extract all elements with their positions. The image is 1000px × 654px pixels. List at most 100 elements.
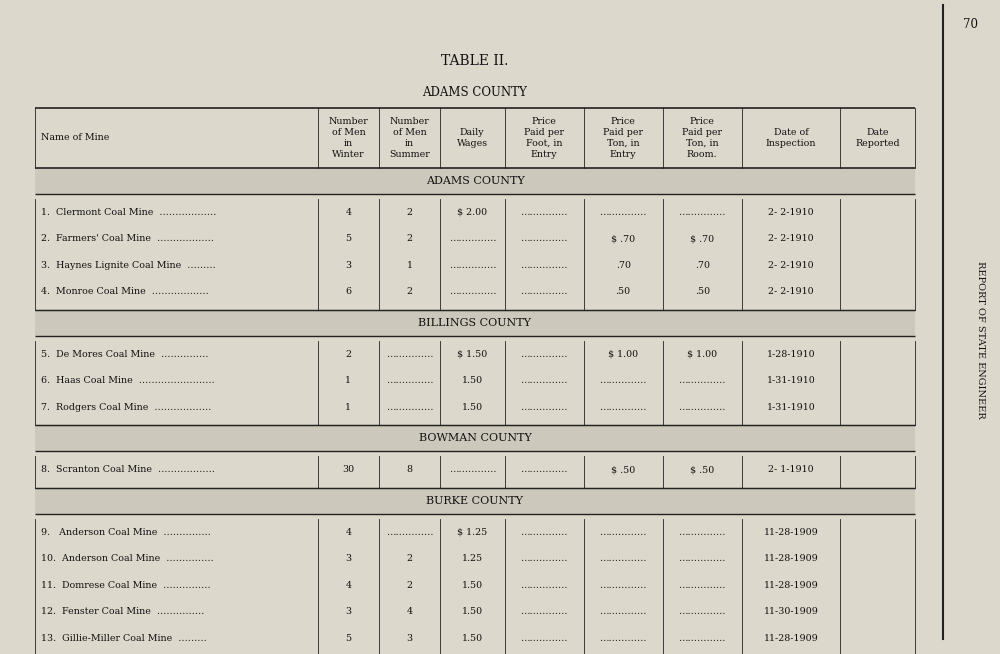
Text: 5: 5 — [345, 234, 351, 243]
Text: REPORT OF STATE ENGINEER: REPORT OF STATE ENGINEER — [976, 261, 985, 419]
Text: 1.25: 1.25 — [462, 554, 483, 563]
Text: 3.  Haynes Lignite Coal Mine  ………: 3. Haynes Lignite Coal Mine ……… — [41, 261, 216, 269]
Text: 2: 2 — [406, 234, 412, 243]
Text: 11-28-1909: 11-28-1909 — [764, 634, 818, 643]
Text: 8.  Scranton Coal Mine  ………………: 8. Scranton Coal Mine ……………… — [41, 465, 215, 474]
Text: .70: .70 — [616, 261, 631, 269]
Text: ……………: …………… — [520, 465, 568, 474]
Text: $ .70: $ .70 — [690, 234, 714, 243]
Text: 10.  Anderson Coal Mine  ……………: 10. Anderson Coal Mine …………… — [41, 554, 214, 563]
Text: ……………: …………… — [599, 376, 647, 385]
Text: 1.50: 1.50 — [462, 376, 483, 385]
Text: Name of Mine: Name of Mine — [41, 133, 109, 143]
Text: ……………: …………… — [678, 528, 726, 537]
Text: ……………: …………… — [520, 608, 568, 616]
Text: 2: 2 — [406, 208, 412, 216]
Bar — [35, 488, 915, 514]
Text: ……………: …………… — [599, 634, 647, 643]
Text: Price
Paid per
Ton, in
Entry: Price Paid per Ton, in Entry — [603, 117, 643, 159]
Text: ……………: …………… — [678, 376, 726, 385]
Text: Date
Reported: Date Reported — [855, 128, 900, 148]
Text: ……………: …………… — [599, 581, 647, 590]
Text: 2- 2-1910: 2- 2-1910 — [768, 261, 814, 269]
Text: 3: 3 — [406, 634, 413, 643]
Text: 5: 5 — [345, 634, 351, 643]
Text: 30: 30 — [342, 465, 354, 474]
Text: ……………: …………… — [599, 528, 647, 537]
Text: BOWMAN COUNTY: BOWMAN COUNTY — [419, 434, 531, 443]
Text: ADAMS COUNTY: ADAMS COUNTY — [426, 176, 524, 186]
Text: 4: 4 — [406, 608, 412, 616]
Bar — [35, 310, 915, 336]
Text: ……………: …………… — [449, 234, 496, 243]
Text: ……………: …………… — [386, 528, 433, 537]
Text: ……………: …………… — [678, 403, 726, 412]
Text: ……………: …………… — [386, 376, 433, 385]
Text: ……………: …………… — [449, 287, 496, 296]
Text: 11.  Domrese Coal Mine  ……………: 11. Domrese Coal Mine …………… — [41, 581, 211, 590]
Text: 2: 2 — [406, 581, 412, 590]
Text: Number
of Men
in
Summer: Number of Men in Summer — [389, 117, 430, 159]
Text: Price
Paid per
Foot, in
Entry: Price Paid per Foot, in Entry — [524, 117, 564, 159]
Text: 1-31-1910: 1-31-1910 — [767, 403, 815, 412]
Text: ……………: …………… — [678, 634, 726, 643]
Text: ……………: …………… — [520, 350, 568, 359]
Text: $ .50: $ .50 — [611, 465, 635, 474]
Text: Price
Paid per
Ton, in
Room.: Price Paid per Ton, in Room. — [682, 117, 722, 159]
Text: ……………: …………… — [520, 634, 568, 643]
Bar — [35, 168, 915, 194]
Text: 4: 4 — [345, 208, 351, 216]
Text: 1.50: 1.50 — [462, 581, 483, 590]
Text: ……………: …………… — [520, 208, 568, 216]
Text: 4: 4 — [345, 581, 351, 590]
Text: ……………: …………… — [678, 208, 726, 216]
Text: ……………: …………… — [599, 208, 647, 216]
Text: 7.  Rodgers Coal Mine  ………………: 7. Rodgers Coal Mine ……………… — [41, 403, 211, 412]
Text: ……………: …………… — [520, 261, 568, 269]
Bar — [35, 426, 915, 451]
Text: ……………: …………… — [520, 376, 568, 385]
Text: $ 1.25: $ 1.25 — [457, 528, 487, 537]
Text: $ 2.00: $ 2.00 — [457, 208, 487, 216]
Text: 8: 8 — [406, 465, 412, 474]
Text: 6: 6 — [345, 287, 351, 296]
Text: ……………: …………… — [520, 287, 568, 296]
Text: ……………: …………… — [449, 261, 496, 269]
Text: ……………: …………… — [520, 403, 568, 412]
Text: Daily
Wages: Daily Wages — [457, 128, 488, 148]
Text: 1: 1 — [345, 376, 351, 385]
Text: 3: 3 — [345, 554, 351, 563]
Text: TABLE II.: TABLE II. — [441, 54, 509, 68]
Text: 9.   Anderson Coal Mine  ……………: 9. Anderson Coal Mine …………… — [41, 528, 211, 537]
Text: ……………: …………… — [520, 234, 568, 243]
Text: ……………: …………… — [599, 403, 647, 412]
Text: 2: 2 — [406, 554, 412, 563]
Text: $ 1.00: $ 1.00 — [687, 350, 717, 359]
Text: ADAMS COUNTY: ADAMS COUNTY — [423, 86, 527, 99]
Text: ……………: …………… — [520, 528, 568, 537]
Text: ……………: …………… — [449, 465, 496, 474]
Text: 1: 1 — [406, 261, 412, 269]
Text: ……………: …………… — [599, 554, 647, 563]
Text: $ .70: $ .70 — [611, 234, 635, 243]
Text: 3: 3 — [345, 261, 351, 269]
Text: 1.50: 1.50 — [462, 608, 483, 616]
Text: 1.50: 1.50 — [462, 634, 483, 643]
Text: 1-28-1910: 1-28-1910 — [767, 350, 815, 359]
Text: 1.  Clermont Coal Mine  ………………: 1. Clermont Coal Mine ……………… — [41, 208, 216, 216]
Text: 12.  Fenster Coal Mine  ……………: 12. Fenster Coal Mine …………… — [41, 608, 204, 616]
Text: 11-28-1909: 11-28-1909 — [764, 528, 818, 537]
Text: 3: 3 — [345, 608, 351, 616]
Text: 2: 2 — [345, 350, 351, 359]
Text: .70: .70 — [695, 261, 710, 269]
Text: 1.50: 1.50 — [462, 403, 483, 412]
Text: 11-28-1909: 11-28-1909 — [764, 581, 818, 590]
Text: 13.  Gillie-Miller Coal Mine  ………: 13. Gillie-Miller Coal Mine ……… — [41, 634, 207, 643]
Text: BURKE COUNTY: BURKE COUNTY — [426, 496, 524, 506]
Text: 2- 1-1910: 2- 1-1910 — [768, 465, 814, 474]
Text: 11-30-1909: 11-30-1909 — [764, 608, 819, 616]
Text: Number
of Men
in
Winter: Number of Men in Winter — [329, 117, 368, 159]
Text: 1: 1 — [345, 403, 351, 412]
Text: 4: 4 — [345, 528, 351, 537]
Text: 2.  Farmers' Coal Mine  ………………: 2. Farmers' Coal Mine ……………… — [41, 234, 214, 243]
